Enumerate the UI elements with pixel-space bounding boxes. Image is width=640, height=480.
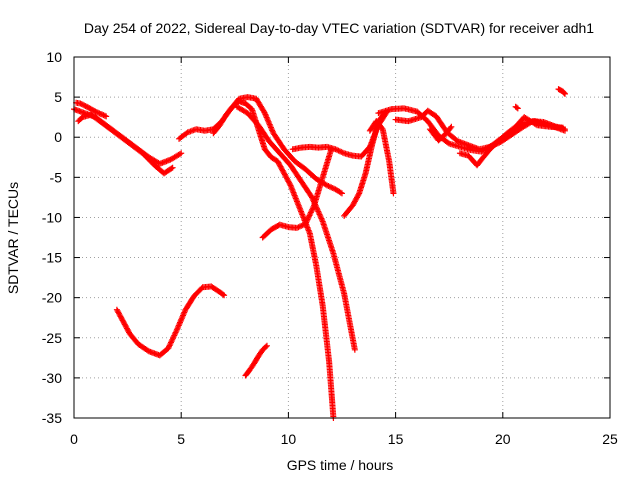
- series-arc-7: [233, 103, 358, 353]
- y-tick-label: -30: [42, 370, 62, 386]
- y-tick-label: 0: [54, 129, 62, 145]
- y-tick-label: -25: [42, 330, 62, 346]
- series-arc-18: [512, 103, 521, 112]
- data-point: [95, 109, 102, 116]
- data-point: [447, 124, 454, 131]
- series-arc-2: [73, 99, 110, 120]
- series-arc-3: [75, 111, 176, 177]
- y-tick-labels: 10 5 0 -5 -10 -15 -20 -25 -30 -35: [42, 49, 62, 426]
- chart-title: Day 254 of 2022, Sidereal Day-to-day VTE…: [84, 20, 594, 36]
- data-point: [169, 164, 176, 171]
- data-point: [337, 189, 344, 196]
- y-tick-label: -5: [50, 169, 63, 185]
- data-point: [559, 124, 566, 131]
- data-point: [448, 123, 455, 130]
- y-tick-label: -15: [42, 250, 62, 266]
- y-tick-label: -20: [42, 290, 62, 306]
- x-tick-label: 10: [281, 431, 297, 447]
- y-tick-label: -10: [42, 209, 62, 225]
- series-arc-4: [113, 283, 228, 359]
- data-point: [176, 151, 183, 158]
- data-point: [263, 342, 270, 349]
- data-point: [101, 112, 108, 119]
- plot-frame: [73, 56, 611, 419]
- series-arc-9: [259, 146, 335, 241]
- data-point: [100, 112, 107, 119]
- data-point: [351, 346, 358, 353]
- series-arc-16: [426, 123, 455, 144]
- data-points: [71, 86, 568, 421]
- data-point: [99, 111, 106, 118]
- data-point: [355, 191, 362, 198]
- data-point: [514, 105, 521, 112]
- x-tick-label: 0: [70, 431, 78, 447]
- data-point: [220, 291, 227, 298]
- y-tick-label: -35: [42, 410, 62, 426]
- data-point: [561, 90, 568, 97]
- data-point: [378, 125, 385, 132]
- series-arc-15: [456, 114, 566, 169]
- x-tick-label: 15: [388, 431, 404, 447]
- y-tick-label: 5: [54, 89, 62, 105]
- grid: [74, 57, 610, 418]
- data-point: [339, 190, 345, 197]
- y-axis-label: SDTVAR / TECUs: [5, 182, 21, 294]
- data-point: [168, 165, 175, 172]
- data-point: [93, 109, 100, 116]
- series-arc-17: [555, 86, 568, 97]
- data-point: [178, 150, 185, 157]
- data-point: [221, 292, 228, 299]
- series-arc-6: [210, 98, 337, 421]
- series-arc-12: [366, 118, 397, 197]
- data-point: [532, 121, 539, 128]
- x-axis-label: GPS time / hours: [287, 457, 394, 473]
- data-point: [561, 90, 568, 97]
- data-point: [513, 104, 520, 111]
- data-point: [96, 110, 103, 117]
- x-tick-label: 25: [602, 431, 618, 447]
- data-point: [445, 139, 452, 146]
- y-tick-label: 10: [46, 49, 62, 65]
- data-point: [261, 108, 268, 115]
- data-point: [92, 108, 99, 115]
- x-tick-label: 5: [177, 431, 185, 447]
- data-point: [262, 343, 269, 350]
- x-tick-labels: 0 5 10 15 20 25: [70, 431, 618, 447]
- x-tick-label: 20: [495, 431, 511, 447]
- series-arc-8: [242, 342, 270, 379]
- axis-ticks: [73, 56, 611, 419]
- data-point: [103, 113, 110, 120]
- data-point: [286, 181, 293, 188]
- data-point: [390, 190, 397, 197]
- data-point: [97, 110, 104, 117]
